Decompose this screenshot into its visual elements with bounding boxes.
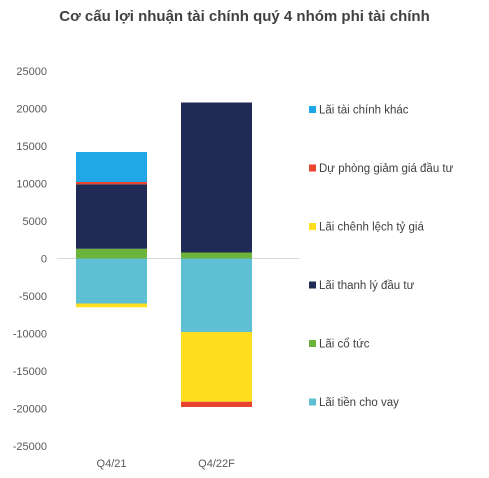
y-tick-label: -15000 — [13, 366, 47, 378]
legend-label: Lãi thanh lý đầu tư — [319, 280, 415, 292]
x-tick-label: Q4/22F — [198, 458, 235, 470]
bar-segment-dự-phòng-giảm-giá-đầu-tư — [76, 182, 147, 185]
legend-swatch — [309, 281, 316, 289]
y-tick-label: 10000 — [16, 179, 47, 191]
chart-title: Cơ cấu lợi nhuận tài chính quý 4 nhóm ph… — [59, 8, 430, 25]
legend-swatch — [309, 164, 316, 172]
bar-segment-lãi-tiền-cho-vay — [181, 258, 252, 332]
legend-label: Dự phòng giảm giá đầu tư — [319, 163, 454, 175]
y-tick-label: 25000 — [16, 66, 47, 78]
bar-segment-lãi-thanh-lý-đầu-tư — [181, 102, 252, 253]
bar-segment-lãi-thanh-lý-đầu-tư — [76, 184, 147, 249]
legend-swatch — [309, 223, 316, 230]
y-tick-label: -5000 — [19, 291, 47, 303]
bar-segment-lãi-cổ-tức — [181, 252, 252, 259]
legend-swatch — [309, 398, 316, 406]
legend-swatch — [309, 106, 316, 113]
y-tick-label: -10000 — [13, 329, 47, 341]
x-tick-label: Q4/21 — [97, 458, 127, 470]
legend-label: Lãi tài chính khác — [319, 105, 409, 117]
y-tick-label: 15000 — [16, 141, 47, 153]
bar-segment-lãi-tiền-cho-vay — [76, 258, 147, 304]
bar-segment-lãi-tài-chính-khác — [76, 152, 147, 182]
y-tick-label: 0 — [41, 254, 47, 266]
legend-swatch — [309, 340, 316, 347]
legend-label: Lãi chênh lệch tỷ giá — [319, 222, 424, 234]
y-tick-label: 5000 — [23, 216, 47, 228]
legend-label: Lãi cổ tức — [319, 339, 370, 351]
bar-segment-lãi-chênh-lệch-tỷ-giá — [181, 332, 252, 402]
y-tick-label: -25000 — [13, 441, 47, 453]
bar-segment-lãi-chênh-lệch-tỷ-giá — [76, 303, 147, 308]
legend-label: Lãi tiền cho vay — [319, 397, 399, 409]
bar-segment-lãi-cổ-tức — [76, 248, 147, 259]
bar-segment-dự-phòng-giảm-giá-đầu-tư — [181, 401, 252, 407]
y-tick-label: 20000 — [16, 104, 47, 116]
y-tick-label: -20000 — [13, 404, 47, 416]
